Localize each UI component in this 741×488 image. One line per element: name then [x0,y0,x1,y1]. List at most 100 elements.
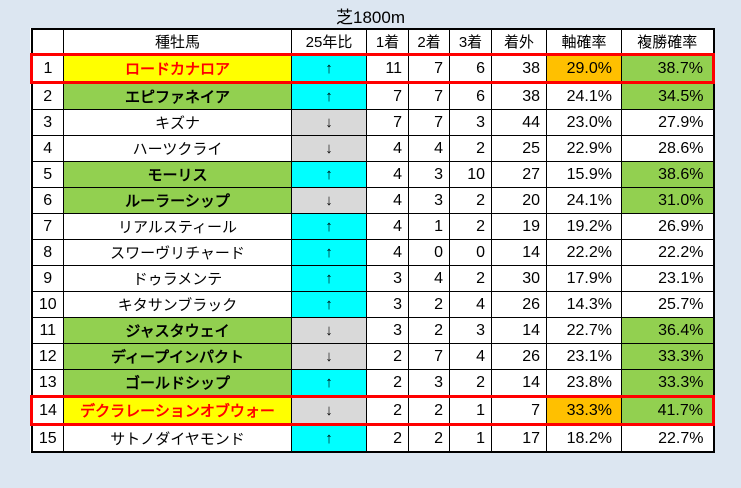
sire-name-cell: モーリス [63,161,292,188]
second-place-cell: 4 [408,135,450,162]
second-place-cell: 3 [408,187,450,214]
out-of-place-cell: 14 [491,369,547,397]
rank-cell: 4 [31,135,64,162]
sire-stats-table: 種牡馬 25年比 1着 2着 3着 着外 軸確率 複勝確率 1 ロードカナロア … [30,28,715,453]
table-row: 7 リアルスティール ↑ 4 1 2 19 19.2% 26.9% [31,213,714,240]
table-row: 11 ジャスタウェイ ↓ 3 2 3 14 22.7% 36.4% [31,317,714,344]
trend-arrow-icon: ↓ [291,317,367,344]
sire-name-cell: ルーラーシップ [63,187,292,214]
second-place-cell: 3 [408,369,450,397]
third-place-cell: 2 [449,187,492,214]
trend-arrow-icon: ↓ [291,109,367,136]
out-of-place-cell: 7 [491,395,547,426]
trend-arrow-icon: ↑ [291,82,367,110]
sire-name-cell: ドゥラメンテ [63,265,292,292]
rank-cell: 5 [31,161,64,188]
first-place-cell: 4 [366,187,409,214]
rank-cell: 12 [31,343,64,370]
out-of-place-cell: 19 [491,213,547,240]
third-place-cell: 4 [449,343,492,370]
third-place-cell: 0 [449,239,492,266]
first-place-cell: 2 [366,343,409,370]
third-place-cell: 2 [449,265,492,292]
axis-probability-cell: 23.8% [546,369,622,397]
axis-probability-cell: 15.9% [546,161,622,188]
table-row: 15 サトノダイヤモンド ↑ 2 2 1 17 18.2% 22.7% [31,424,714,453]
out-of-place-cell: 25 [491,135,547,162]
sire-name-cell: ゴールドシップ [63,369,292,397]
header-third-place: 3着 [449,28,492,55]
sire-name-cell: スワーヴリチャード [63,239,292,266]
table-row: 12 ディープインパクト ↓ 2 7 4 26 23.1% 33.3% [31,343,714,370]
sire-name-cell: キズナ [63,109,292,136]
header-place-probability: 複勝確率 [621,28,714,55]
trend-arrow-icon: ↑ [291,424,367,453]
axis-probability-cell: 23.1% [546,343,622,370]
out-of-place-cell: 38 [491,82,547,110]
rank-cell: 2 [31,82,64,110]
second-place-cell: 2 [408,317,450,344]
sire-name-cell: サトノダイヤモンド [63,424,292,453]
place-probability-cell: 31.0% [621,187,714,214]
third-place-cell: 10 [449,161,492,188]
place-probability-cell: 38.6% [621,161,714,188]
out-of-place-cell: 44 [491,109,547,136]
trend-arrow-icon: ↑ [291,265,367,292]
out-of-place-cell: 26 [491,343,547,370]
table-body: 1 ロードカナロア ↑ 11 7 6 38 29.0% 38.7% 2 エピファ… [30,53,715,453]
header-sire-name: 種牡馬 [63,28,292,55]
axis-probability-cell: 29.0% [546,53,622,84]
rank-cell: 3 [31,109,64,136]
table-row: 6 ルーラーシップ ↓ 4 3 2 20 24.1% 31.0% [31,187,714,214]
place-probability-cell: 23.1% [621,265,714,292]
out-of-place-cell: 20 [491,187,547,214]
third-place-cell: 1 [449,395,492,426]
third-place-cell: 3 [449,109,492,136]
sire-name-cell: ジャスタウェイ [63,317,292,344]
header-row: 種牡馬 25年比 1着 2着 3着 着外 軸確率 複勝確率 [31,28,714,55]
axis-probability-cell: 19.2% [546,213,622,240]
third-place-cell: 3 [449,317,492,344]
rank-cell: 10 [31,291,64,318]
rank-cell: 9 [31,265,64,292]
table-row: 5 モーリス ↑ 4 3 10 27 15.9% 38.6% [31,161,714,188]
first-place-cell: 7 [366,109,409,136]
header-out-of-place: 着外 [491,28,547,55]
first-place-cell: 3 [366,291,409,318]
third-place-cell: 2 [449,213,492,240]
rank-cell: 14 [30,395,64,426]
axis-probability-cell: 33.3% [546,395,622,426]
out-of-place-cell: 14 [491,317,547,344]
rank-cell: 6 [31,187,64,214]
table-row: 8 スワーヴリチャード ↑ 4 0 0 14 22.2% 22.2% [31,239,714,266]
trend-arrow-icon: ↑ [291,213,367,240]
trend-arrow-icon: ↑ [291,291,367,318]
table-row: 4 ハーツクライ ↓ 4 4 2 25 22.9% 28.6% [31,135,714,162]
axis-probability-cell: 22.2% [546,239,622,266]
place-probability-cell: 22.2% [621,239,714,266]
rank-cell: 7 [31,213,64,240]
table-row: 3 キズナ ↓ 7 7 3 44 23.0% 27.9% [31,109,714,136]
axis-probability-cell: 14.3% [546,291,622,318]
first-place-cell: 2 [366,369,409,397]
trend-arrow-icon: ↑ [291,161,367,188]
first-place-cell: 4 [366,239,409,266]
axis-probability-cell: 18.2% [546,424,622,453]
trend-arrow-icon: ↑ [291,239,367,266]
header-first-place: 1着 [366,28,409,55]
header-year25-trend: 25年比 [291,28,367,55]
first-place-cell: 3 [366,265,409,292]
trend-arrow-icon: ↑ [291,369,367,397]
sire-name-cell: ディープインパクト [63,343,292,370]
sire-name-cell: キタサンブラック [63,291,292,318]
place-probability-cell: 34.5% [621,82,714,110]
first-place-cell: 7 [366,82,409,110]
axis-probability-cell: 23.0% [546,109,622,136]
table-row: 13 ゴールドシップ ↑ 2 3 2 14 23.8% 33.3% [31,369,714,397]
second-place-cell: 2 [408,291,450,318]
table-row: 1 ロードカナロア ↑ 11 7 6 38 29.0% 38.7% [30,53,715,84]
second-place-cell: 7 [408,53,450,84]
sire-name-cell: エピファネイア [63,82,292,110]
third-place-cell: 2 [449,135,492,162]
rank-cell: 11 [31,317,64,344]
